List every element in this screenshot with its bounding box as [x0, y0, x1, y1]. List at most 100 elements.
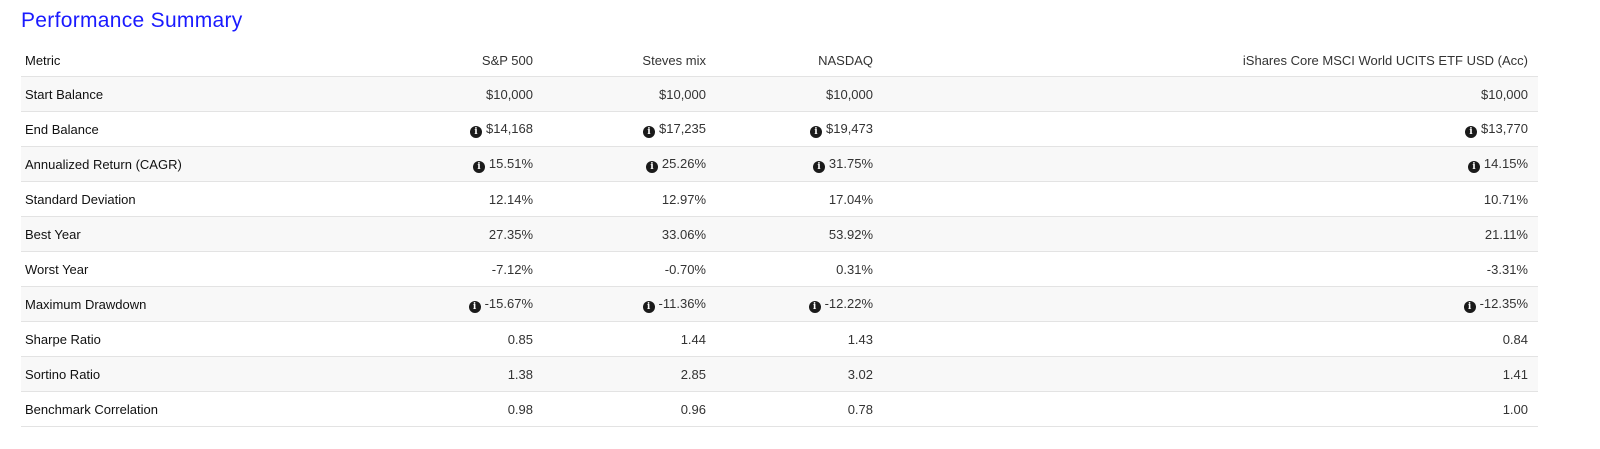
- cell-value: 53.92%: [828, 226, 873, 242]
- cell-value: 0.31%: [836, 261, 873, 277]
- cell-value: 15.51%: [488, 155, 533, 171]
- cell-value: 0.98: [507, 401, 533, 417]
- table-cell: 1.38: [370, 356, 543, 392]
- cell-value: 1.38: [507, 366, 533, 382]
- cell-value: $14,168: [486, 120, 533, 136]
- column-header-sp500: S&P 500: [370, 44, 543, 77]
- table-cell: 53.92%: [716, 216, 883, 252]
- table-cell: 1.43: [716, 321, 883, 357]
- cell-value: 33.06%: [661, 226, 706, 242]
- performance-summary-table: Metric S&P 500 Steves mix NASDAQ iShares…: [21, 44, 1538, 427]
- table-cell: -0.70%: [543, 251, 716, 287]
- cell-value: $10,000: [659, 86, 706, 102]
- table-cell: $10,000: [716, 76, 883, 112]
- table-cell: 1.44: [543, 321, 716, 357]
- cell-value: 1.41: [1502, 366, 1528, 382]
- table-cell: 27.35%: [370, 216, 543, 252]
- cell-value: 0.84: [1502, 331, 1528, 347]
- table-cell: i 15.51%: [370, 146, 543, 182]
- cell-value: $10,000: [1481, 86, 1528, 102]
- table-cell: 12.14%: [370, 181, 543, 217]
- cell-value: 25.26%: [661, 155, 706, 171]
- table-row: Maximum Drawdown i -15.67% i -11.36% i -12.22%…: [21, 286, 1538, 322]
- metric-label: Maximum Drawdown: [21, 286, 370, 322]
- cell-value: 0.85: [507, 331, 533, 347]
- table-row: Sortino Ratio 1.38 2.85 3.02 1.41: [21, 356, 1538, 392]
- table-cell: $10,000: [543, 76, 716, 112]
- cell-value: 1.43: [847, 331, 873, 347]
- column-header-steves-mix: Steves mix: [543, 44, 716, 77]
- column-header-ishares-msci-world: iShares Core MSCI World UCITS ETF USD (A…: [883, 44, 1538, 77]
- cell-value: $19,473: [826, 120, 873, 136]
- table-cell: i 25.26%: [543, 146, 716, 182]
- metric-label: Start Balance: [21, 76, 370, 112]
- cell-value: 21.11%: [1484, 226, 1528, 242]
- table-cell: i $13,770: [883, 111, 1538, 147]
- cell-value: 1.44: [680, 331, 706, 347]
- cell-value: 27.35%: [488, 226, 533, 242]
- table-cell: 1.41: [883, 356, 1538, 392]
- table-row: Benchmark Correlation 0.98 0.96 0.78 1.00: [21, 391, 1538, 427]
- cell-value: 0.78: [847, 401, 873, 417]
- table-cell: -7.12%: [370, 251, 543, 287]
- cell-value: 2.85: [680, 366, 706, 382]
- cell-value: -3.31%: [1486, 261, 1528, 277]
- table-cell: 0.85: [370, 321, 543, 357]
- info-icon[interactable]: i: [1463, 300, 1476, 313]
- info-icon[interactable]: i: [1467, 160, 1480, 173]
- cell-value: -11.36%: [658, 295, 706, 311]
- table-cell: 17.04%: [716, 181, 883, 217]
- table-cell: 0.96: [543, 391, 716, 427]
- table-cell: $10,000: [883, 76, 1538, 112]
- table-cell: i 14.15%: [883, 146, 1538, 182]
- metric-label: Sortino Ratio: [21, 356, 370, 392]
- table-row: Standard Deviation 12.14% 12.97% 17.04% 10.7…: [21, 181, 1538, 217]
- info-icon[interactable]: i: [643, 125, 655, 138]
- column-header-nasdaq: NASDAQ: [716, 44, 883, 77]
- info-icon[interactable]: i: [808, 300, 821, 313]
- table-cell: 10.71%: [883, 181, 1538, 217]
- cell-value: 12.14%: [488, 191, 533, 207]
- cell-value: $13,770: [1481, 120, 1528, 136]
- table-cell: i $14,168: [370, 111, 543, 147]
- table-cell: i -12.22%: [716, 286, 883, 322]
- cell-value: $17,235: [659, 120, 706, 136]
- table-row: Best Year 27.35% 33.06% 53.92% 21.11%: [21, 216, 1538, 252]
- table-cell: -3.31%: [883, 251, 1538, 287]
- table-row: Start Balance $10,000 $10,000 $10,000 $10,00…: [21, 76, 1538, 112]
- cell-value: 31.75%: [828, 155, 873, 171]
- info-icon[interactable]: i: [810, 125, 822, 138]
- metric-label: Sharpe Ratio: [21, 321, 370, 357]
- metric-label: Worst Year: [21, 251, 370, 287]
- table-cell: i $19,473: [716, 111, 883, 147]
- info-icon[interactable]: i: [812, 160, 825, 173]
- table-cell: 21.11%: [883, 216, 1538, 252]
- info-icon[interactable]: i: [1465, 125, 1477, 138]
- table-cell: 0.98: [370, 391, 543, 427]
- table-cell: 0.31%: [716, 251, 883, 287]
- info-icon[interactable]: i: [468, 300, 481, 313]
- table-header-row: Metric S&P 500 Steves mix NASDAQ iShares…: [21, 44, 1538, 77]
- cell-value: -15.67%: [484, 295, 533, 311]
- cell-value: -12.35%: [1479, 295, 1528, 311]
- info-icon[interactable]: i: [470, 125, 482, 138]
- table-row: End Balance i $14,168 i $17,235 i $19,473 i $13,…: [21, 111, 1538, 147]
- info-icon[interactable]: i: [472, 160, 485, 173]
- column-header-metric: Metric: [21, 44, 370, 77]
- table-cell: 1.00: [883, 391, 1538, 427]
- table-cell: 2.85: [543, 356, 716, 392]
- table-row: Sharpe Ratio 0.85 1.44 1.43 0.84: [21, 321, 1538, 357]
- metric-label: Standard Deviation: [21, 181, 370, 217]
- cell-value: -0.70%: [664, 261, 706, 277]
- table-cell: 3.02: [716, 356, 883, 392]
- table-cell: i 31.75%: [716, 146, 883, 182]
- cell-value: 17.04%: [828, 191, 873, 207]
- cell-value: 1.00: [1502, 401, 1528, 417]
- info-icon[interactable]: i: [645, 160, 658, 173]
- table-cell: 33.06%: [543, 216, 716, 252]
- table-cell: 12.97%: [543, 181, 716, 217]
- info-icon[interactable]: i: [642, 300, 655, 313]
- cell-value: -12.22%: [824, 295, 873, 311]
- table-cell: i -11.36%: [543, 286, 716, 322]
- table-cell: 0.84: [883, 321, 1538, 357]
